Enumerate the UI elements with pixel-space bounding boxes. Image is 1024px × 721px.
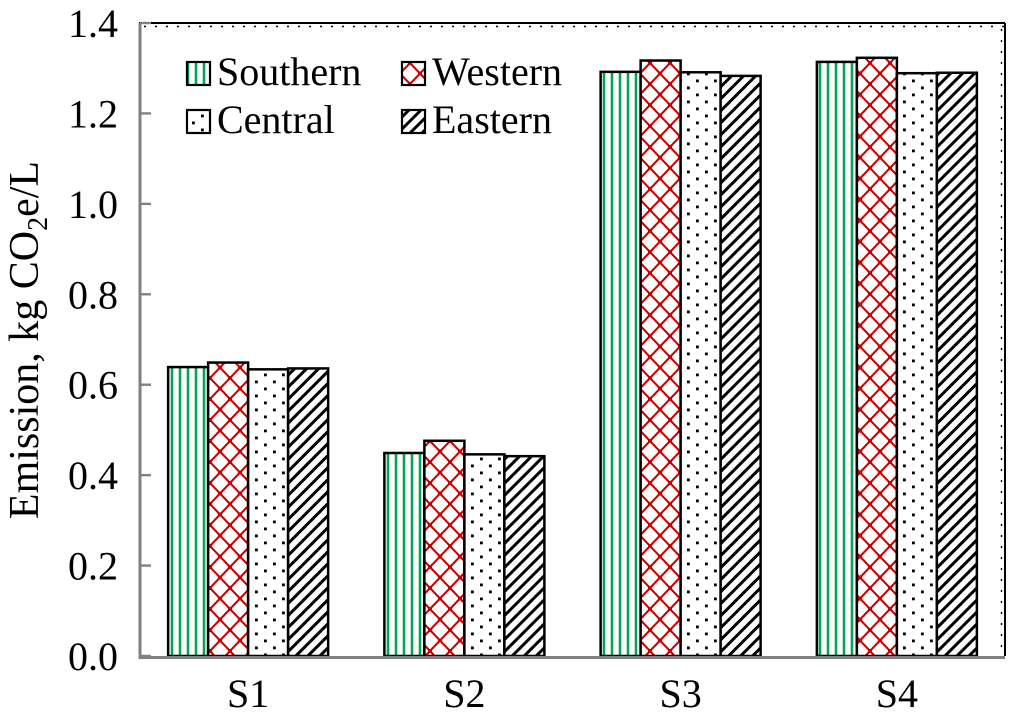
bar-S3-central <box>679 71 722 658</box>
bar-S4-central <box>895 71 939 658</box>
legend-swatch-western <box>400 60 427 87</box>
bar-S1-eastern <box>286 367 330 658</box>
y-tick-label: 1.2 <box>68 91 118 136</box>
x-category-label: S1 <box>227 671 269 716</box>
y-axis-title: Emission, kg CO2e/L <box>2 161 54 519</box>
legend-label-central: Central <box>217 97 335 142</box>
legend-swatch-eastern <box>400 108 427 135</box>
bar-S1-central <box>246 368 290 658</box>
y-tick-label: 1.4 <box>68 1 118 46</box>
bar-S4-western <box>855 56 899 658</box>
x-category-label: S2 <box>443 671 485 716</box>
bar-S4-eastern <box>935 71 979 658</box>
bar-S2-central <box>463 453 506 658</box>
legend-label-western: Western <box>432 49 562 94</box>
legend-label-southern: Southern <box>217 49 361 94</box>
bar-S3-eastern <box>719 74 762 658</box>
legend-swatch-southern <box>185 60 212 87</box>
y-tick-label: 0.4 <box>68 453 118 498</box>
bar-S2-eastern <box>503 454 546 658</box>
x-category-label: S3 <box>660 671 702 716</box>
bar-S2-southern <box>383 451 426 658</box>
x-category-label: S4 <box>876 671 918 716</box>
y-tick-label: 1.0 <box>68 182 118 227</box>
bar-S3-southern <box>599 70 642 658</box>
legend-swatch-central <box>185 108 212 135</box>
bar-S3-western <box>639 59 682 658</box>
y-tick-label: 0.8 <box>68 272 118 317</box>
bar-S4-southern <box>815 60 859 658</box>
y-tick-label: 0.2 <box>68 544 118 589</box>
bar-S2-western <box>423 439 466 658</box>
legend-label-eastern: Eastern <box>432 97 552 142</box>
y-tick-label: 0.6 <box>68 363 118 408</box>
bar-S1-southern <box>166 365 210 658</box>
y-tick-label: 0.0 <box>68 634 118 679</box>
bar-S1-western <box>206 361 250 658</box>
